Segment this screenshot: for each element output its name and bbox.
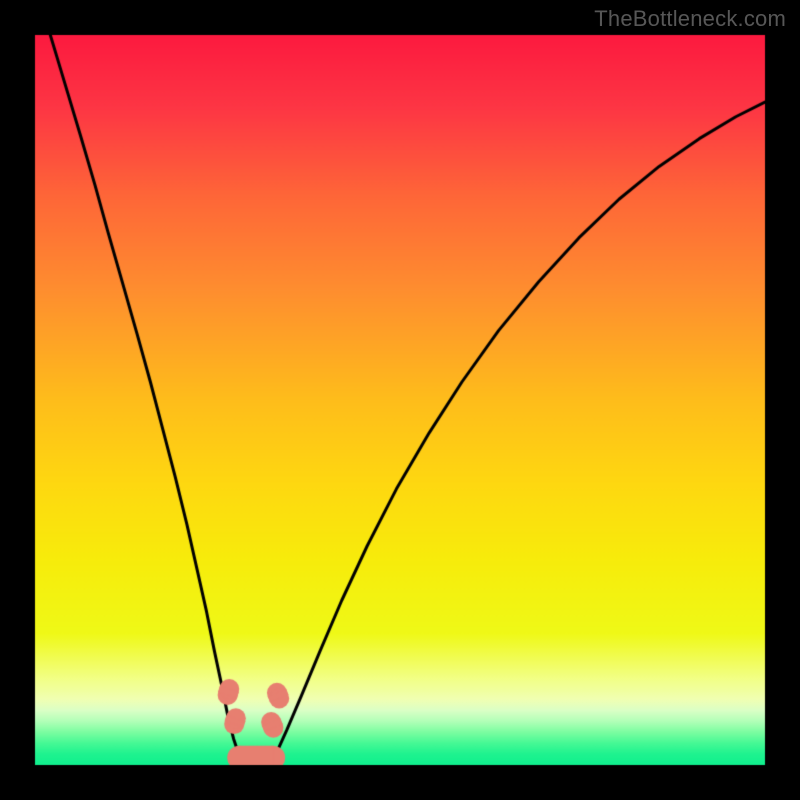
chart-canvas <box>0 0 800 800</box>
watermark-label: TheBottleneck.com <box>594 6 786 32</box>
bottleneck-chart: TheBottleneck.com <box>0 0 800 800</box>
